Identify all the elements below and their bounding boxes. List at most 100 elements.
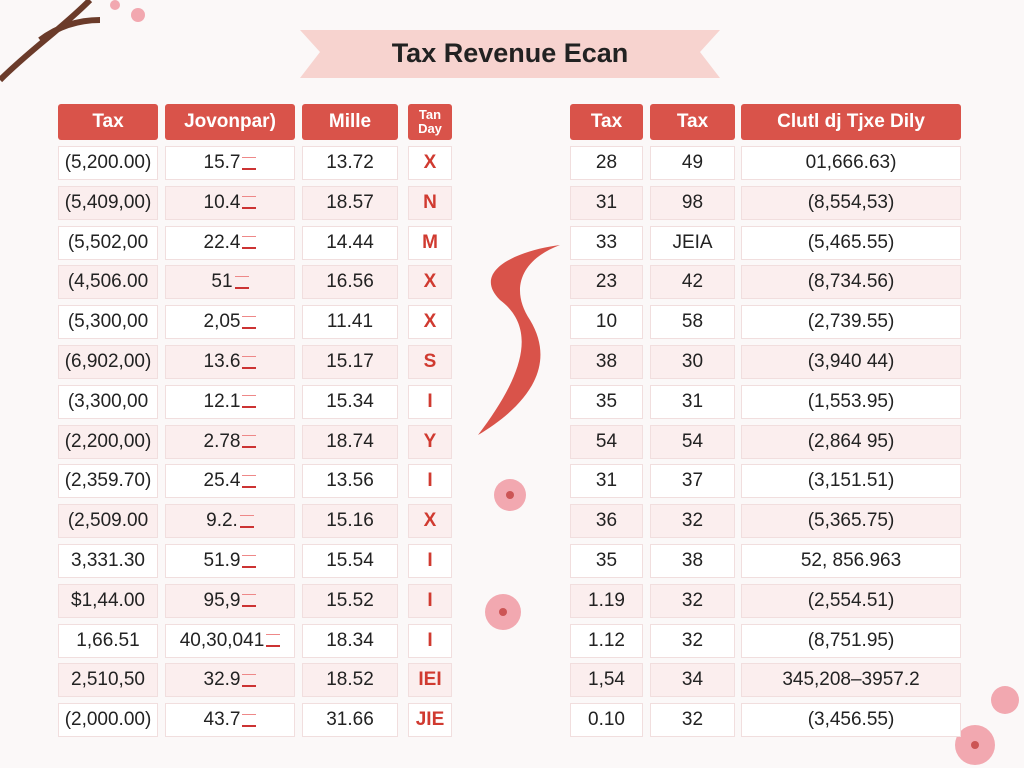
table-cell: 15.7 <box>165 146 295 180</box>
table-cell: 36 <box>570 504 643 539</box>
table-cell: 31 <box>650 384 735 419</box>
table-cell: 1,66.51 <box>58 623 158 658</box>
table-cell: 42 <box>650 265 735 300</box>
table-cell: X <box>408 504 452 539</box>
header-cell: Tax <box>58 104 158 140</box>
table-cell: X <box>408 146 452 180</box>
table-cell: 35 <box>570 544 643 578</box>
table-cell: 30 <box>650 345 735 379</box>
table-cell: 12.1 <box>165 384 295 419</box>
table-cell: JIE <box>408 703 452 738</box>
table-cell: (2,000.00) <box>58 703 158 738</box>
table-cell: (8,554,53) <box>741 185 961 220</box>
table-cell: 1.12 <box>570 623 643 658</box>
table-cell: 18.57 <box>302 185 398 220</box>
table-cell: 40,30,041 <box>165 623 295 658</box>
flower-centers <box>499 491 979 749</box>
table-cell: 51 <box>165 265 295 300</box>
table-cell: 31 <box>570 185 643 220</box>
table-cell: 11.41 <box>302 305 398 340</box>
table-cell: (3,300,00 <box>58 384 158 419</box>
table-cell: 18.52 <box>302 663 398 698</box>
table-cell: 38 <box>570 345 643 379</box>
table-cell: (5,200.00) <box>58 146 158 180</box>
table-cell: (2,739.55) <box>741 305 961 340</box>
table-cell: 32 <box>650 703 735 738</box>
table-cell: 25.4 <box>165 464 295 499</box>
table-cell: 52, 856.963 <box>741 544 961 578</box>
table-cell: 23 <box>570 265 643 300</box>
table-cell: (2,509.00 <box>58 504 158 539</box>
table-cell: I <box>408 464 452 499</box>
table-cell: 32.9 <box>165 663 295 698</box>
table-cell: 0.10 <box>570 703 643 738</box>
table-cell: 9.2. <box>165 504 295 539</box>
table-cell: 22.4 <box>165 225 295 260</box>
table-cell: 34 <box>650 663 735 698</box>
table-cell: (5,300,00 <box>58 305 158 340</box>
table-cell: I <box>408 623 452 658</box>
table-cell: 32 <box>650 623 735 658</box>
table-cell: 2,05 <box>165 305 295 340</box>
table-cell: 15.17 <box>302 345 398 379</box>
table-cell: IEI <box>408 663 452 698</box>
header-cell: Tax <box>570 104 643 140</box>
table-cell: 43.7 <box>165 703 295 738</box>
table-cell: (1,553.95) <box>741 384 961 419</box>
table-cell: 35 <box>570 384 643 419</box>
table-cell: 13.6 <box>165 345 295 379</box>
table-cell: (4,506.00 <box>58 265 158 300</box>
table-cell: 32 <box>650 583 735 618</box>
swirl <box>478 245 560 435</box>
table-cell: S <box>408 345 452 379</box>
header-cell: Jovonpar) <box>165 104 295 140</box>
table-cell: 13.56 <box>302 464 398 499</box>
table-cell: 51.9 <box>165 544 295 578</box>
table-cell: (8,751.95) <box>741 623 961 658</box>
table-cell: N <box>408 185 452 220</box>
table-cell: 18.74 <box>302 424 398 459</box>
table-cell: 58 <box>650 305 735 340</box>
table-cell: 32 <box>650 504 735 539</box>
table-cell: 37 <box>650 464 735 499</box>
table-cell: I <box>408 583 452 618</box>
table-cell: 10 <box>570 305 643 340</box>
table-cell: (3,940 44) <box>741 345 961 379</box>
table-cell: 98 <box>650 185 735 220</box>
table-cell: 15.52 <box>302 583 398 618</box>
table-cell: (3,456.55) <box>741 703 961 738</box>
table-cell: 14.44 <box>302 225 398 260</box>
table-cell: (2,200,00) <box>58 424 158 459</box>
header-cell: Tan Day <box>408 104 452 140</box>
header-cell: Tax <box>650 104 735 140</box>
table-cell: 15.54 <box>302 544 398 578</box>
table-cell: (5,365.75) <box>741 504 961 539</box>
table-cell: (8,734.56) <box>741 265 961 300</box>
table-cell: (3,151.51) <box>741 464 961 499</box>
table-cell: 1.19 <box>570 583 643 618</box>
table-cell: 2,510,50 <box>58 663 158 698</box>
table-cell: I <box>408 384 452 419</box>
table-cell: (2,554.51) <box>741 583 961 618</box>
table-cell: 15.16 <box>302 504 398 539</box>
table-cell: M <box>408 225 452 260</box>
table-cell: 95,9 <box>165 583 295 618</box>
table-cell: 38 <box>650 544 735 578</box>
table-cell: (6,902,00) <box>58 345 158 379</box>
table-cell: 15.34 <box>302 384 398 419</box>
table-cell: (2,359.70) <box>58 464 158 499</box>
branch <box>0 0 101 83</box>
table-cell: Y <box>408 424 452 459</box>
table-cell: 49 <box>650 146 735 180</box>
table-cell: I <box>408 544 452 578</box>
header-cell: Clutl dj Tjxe Dily <box>741 104 961 140</box>
table-cell: 28 <box>570 146 643 180</box>
table-cell: (5,465.55) <box>741 225 961 260</box>
table-cell: (5,502,00 <box>58 225 158 260</box>
table-cell: 31.66 <box>302 703 398 738</box>
table-cell: 3,331.30 <box>58 544 158 578</box>
table-cell: (2,864 95) <box>741 424 961 459</box>
title: Tax Revenue Ecan <box>391 37 629 68</box>
